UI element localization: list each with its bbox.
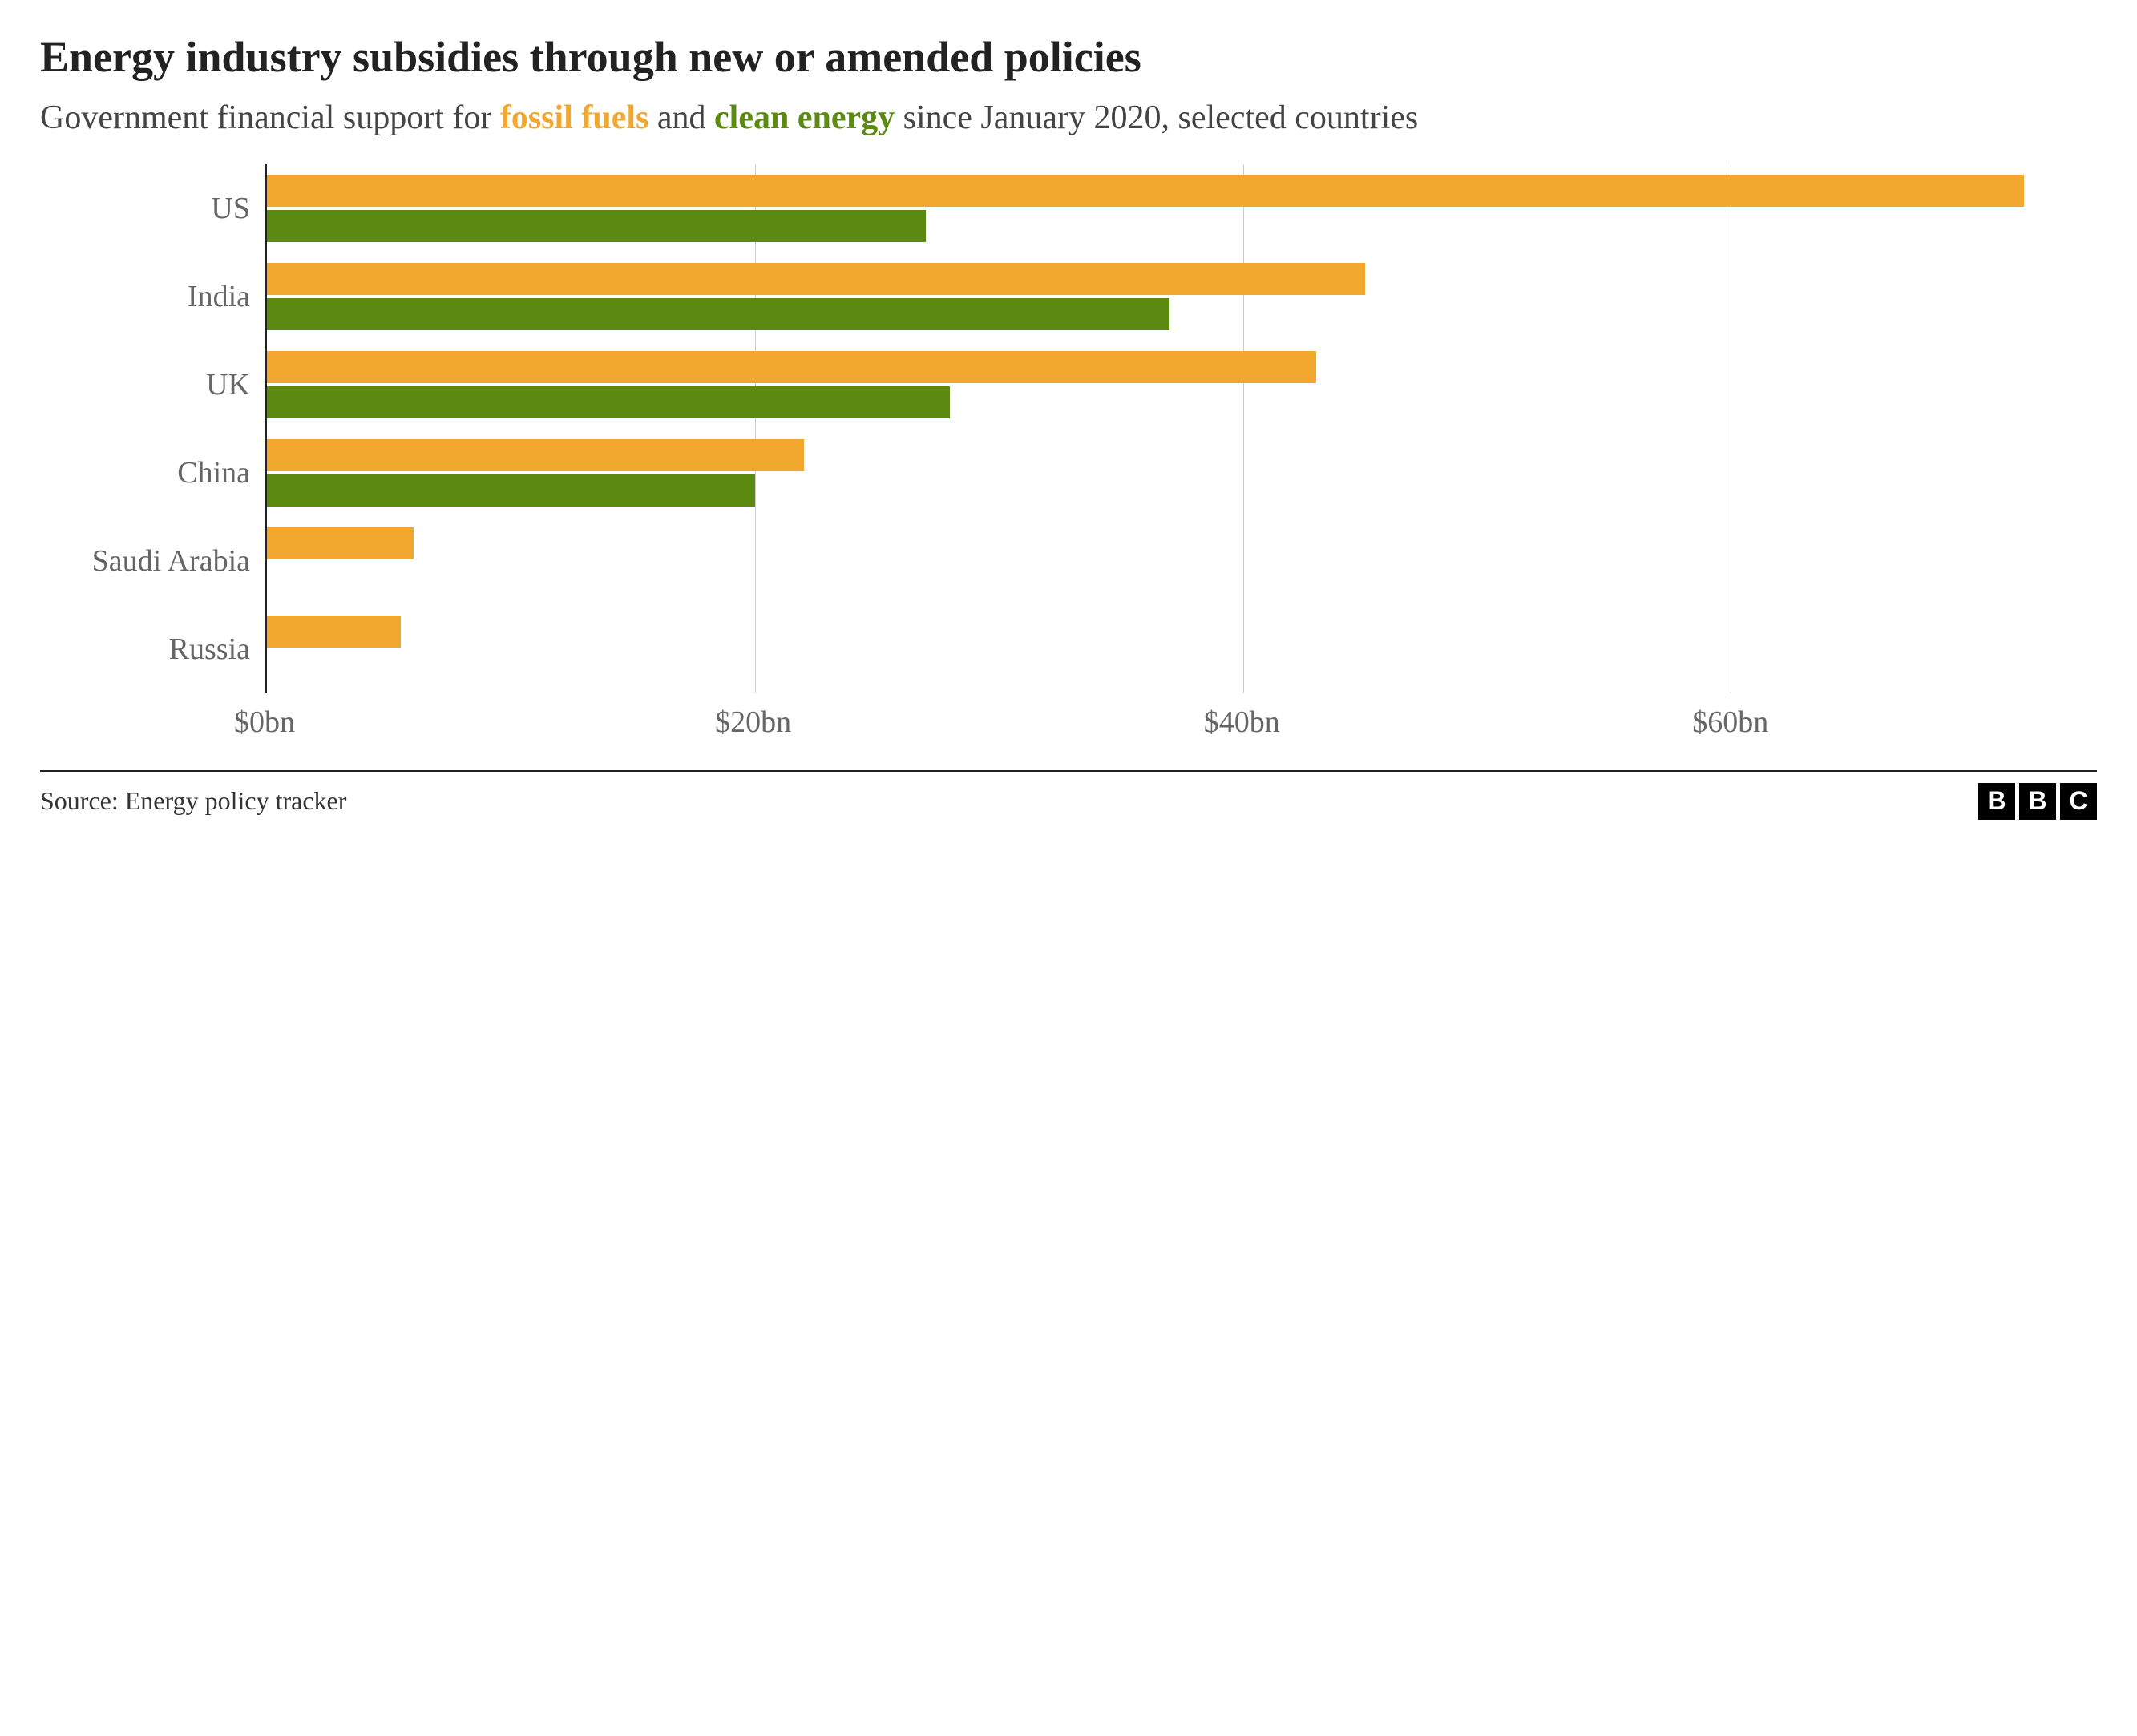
bar-group xyxy=(267,341,2097,429)
bar-fossil xyxy=(267,175,2024,207)
logo-letter: B xyxy=(2019,783,2056,820)
bar-fossil xyxy=(267,263,1365,295)
bar-fossil xyxy=(267,616,401,648)
x-axis-tick-label: $20bn xyxy=(715,704,791,740)
bars-container xyxy=(267,164,2097,693)
y-axis-label: India xyxy=(40,252,265,341)
x-axis-tick-label: $40bn xyxy=(1204,704,1280,740)
logo-letter: B xyxy=(1978,783,2015,820)
bar-fossil xyxy=(267,527,414,559)
bar-group xyxy=(267,252,2097,341)
y-axis-label: UK xyxy=(40,341,265,429)
bar-clean xyxy=(267,386,950,418)
bar-clean xyxy=(267,474,755,507)
source-text: Source: Energy policy tracker xyxy=(40,786,346,816)
plot-region xyxy=(265,164,2097,693)
chart-footer: Source: Energy policy tracker BBC xyxy=(40,770,2097,820)
bar-group xyxy=(267,164,2097,252)
chart-plot-area: USIndiaUKChinaSaudi ArabiaRussia xyxy=(40,164,2097,693)
bar-fossil xyxy=(267,351,1316,383)
y-axis-label: China xyxy=(40,429,265,517)
legend-clean-label: clean energy xyxy=(714,99,895,136)
bar-clean xyxy=(267,298,1169,330)
x-axis-tick-label: $0bn xyxy=(234,704,295,740)
bar-fossil xyxy=(267,439,804,471)
y-axis-label: US xyxy=(40,164,265,252)
y-axis-labels: USIndiaUKChinaSaudi ArabiaRussia xyxy=(40,164,265,693)
subtitle-pre: Government financial support for xyxy=(40,99,500,136)
subtitle-post: since January 2020, selected countries xyxy=(895,99,1418,136)
logo-letter: C xyxy=(2060,783,2097,820)
y-axis-label: Russia xyxy=(40,605,265,693)
x-axis-tick-label: $60bn xyxy=(1692,704,1768,740)
bar-group xyxy=(267,429,2097,517)
chart-subtitle: Government financial support for fossil … xyxy=(40,96,2097,140)
legend-fossil-label: fossil fuels xyxy=(500,99,649,136)
x-axis: $0bn$20bn$40bn$60bn xyxy=(265,700,2097,748)
bar-clean xyxy=(267,210,926,242)
chart-title: Energy industry subsidies through new or… xyxy=(40,32,2097,82)
y-axis-label: Saudi Arabia xyxy=(40,517,265,605)
subtitle-mid: and xyxy=(648,99,714,136)
bar-group xyxy=(267,517,2097,605)
bar-group xyxy=(267,605,2097,693)
bbc-logo: BBC xyxy=(1978,783,2097,820)
